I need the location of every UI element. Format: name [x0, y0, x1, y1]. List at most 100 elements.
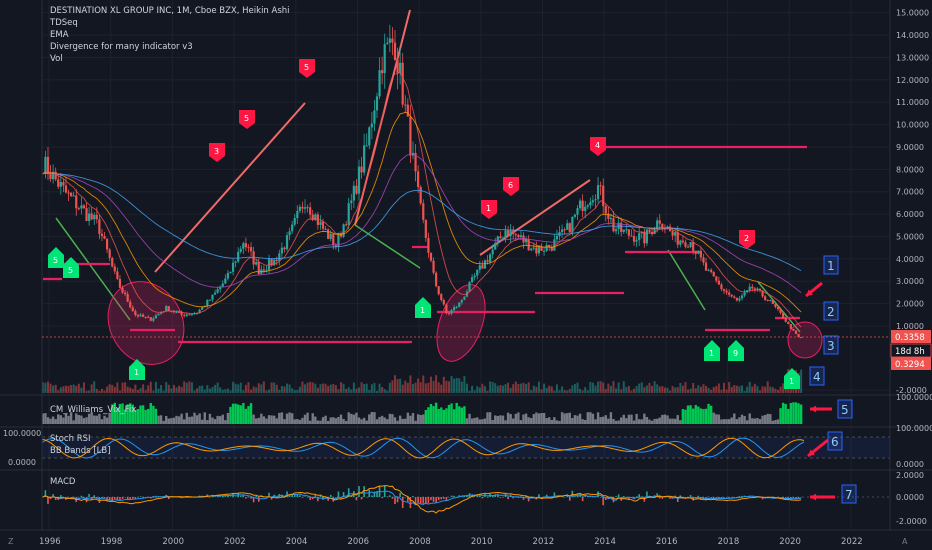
price-axis[interactable]: 15.0000 14.0000 13.0000 12.0000 11.0000 10.00… — [896, 9, 929, 395]
candle-body — [509, 230, 512, 236]
candle-body — [90, 213, 93, 220]
vix-bar — [465, 418, 469, 424]
vix-bar — [172, 417, 176, 424]
macd-histogram-bar — [473, 496, 476, 497]
volume-bar — [283, 386, 286, 393]
red-arrow-head — [808, 449, 815, 456]
vix-bar — [460, 407, 464, 424]
volume-bar — [627, 386, 630, 393]
candle-body — [697, 250, 700, 254]
candle-body — [352, 185, 355, 201]
vix-bar — [691, 408, 695, 424]
annotation-number: 2 — [827, 305, 835, 319]
vix-bar — [262, 416, 266, 424]
indicator-divergence[interactable]: Divergence for many indicator v3 — [50, 42, 193, 52]
volume-bar — [280, 385, 283, 393]
vix-bar — [584, 419, 587, 424]
marker-label: 1 — [789, 377, 794, 386]
candle-body — [648, 229, 651, 232]
vix-bar — [280, 412, 284, 424]
volume-bar — [519, 383, 522, 393]
vix-bar — [514, 413, 518, 424]
vix-bar — [594, 419, 597, 424]
macd-histogram-bar — [137, 497, 139, 498]
volume-bar — [383, 389, 386, 393]
volume-bar — [746, 386, 749, 393]
volume-bar — [352, 382, 355, 393]
vix-bar — [144, 409, 147, 424]
candle-body — [748, 286, 751, 291]
corner-right-label[interactable]: A — [902, 537, 908, 546]
volume-bar — [288, 384, 291, 393]
candle-body — [180, 311, 183, 315]
candle-body — [797, 333, 800, 338]
macd-histogram-bar — [584, 495, 587, 497]
volume-bar — [653, 381, 656, 393]
vix-bar — [208, 413, 212, 424]
vix-bar — [314, 416, 317, 424]
indicator-tdseq[interactable]: TDSeq — [49, 18, 78, 28]
candle-body — [717, 280, 720, 285]
macd-histogram-bar — [386, 496, 389, 497]
vix-bar — [293, 419, 296, 424]
corner-left-label[interactable]: Z — [8, 537, 14, 546]
candle-body — [77, 208, 80, 210]
support-line — [55, 217, 131, 321]
vix-bar — [365, 420, 368, 424]
williams-label[interactable]: CM_Williams_Vix_Fix — [50, 405, 136, 415]
time-axis[interactable]: 1996 1998 2000 2002 2004 2006 2008 2010 2012 2014… — [39, 537, 863, 547]
candle-body — [357, 166, 361, 194]
vix-bar — [141, 405, 145, 424]
volume-bar — [602, 382, 605, 393]
candle-body — [560, 229, 564, 233]
macd-histogram-bar — [83, 497, 85, 499]
vix-bar — [560, 412, 564, 424]
macd-histogram-bar — [422, 497, 425, 504]
macd-histogram-bar — [443, 497, 445, 499]
macd-histogram-bar — [520, 496, 522, 497]
macd-histogram-bar — [787, 497, 790, 498]
volume-bar — [712, 386, 715, 393]
ema-lines — [42, 71, 802, 328]
vix-bar — [781, 402, 785, 424]
volume-bar — [316, 387, 319, 393]
volume-bar — [147, 385, 150, 393]
candle-body — [159, 312, 163, 314]
candle-body — [396, 60, 399, 74]
volume-bar — [432, 380, 435, 393]
vix-bar — [445, 408, 448, 424]
macd-histogram-bar — [625, 496, 628, 498]
volume-bar — [334, 385, 337, 393]
indicator-vol[interactable]: Vol — [50, 54, 63, 64]
low-price-tag — [891, 357, 931, 370]
candle-body — [226, 272, 230, 279]
vix-bar — [229, 406, 232, 424]
volume-bar — [250, 389, 253, 393]
macd-histogram-bar — [481, 497, 484, 499]
candle-body — [129, 301, 132, 308]
time-tick-label: 2004 — [286, 537, 308, 547]
macd-histogram-bar — [142, 497, 144, 498]
macd-histogram-bar — [152, 495, 155, 497]
vix-bar — [694, 404, 697, 424]
macd-histogram-bar — [250, 497, 252, 499]
bbands-label[interactable]: BB Bands [LB] — [50, 446, 111, 456]
time-tick-label: 2020 — [779, 537, 801, 547]
price-tick-label: 4.0000 — [896, 255, 924, 264]
volume-bar — [162, 390, 165, 393]
candle-body — [499, 236, 502, 239]
macd-histogram-bar — [311, 497, 314, 500]
candle-body — [270, 259, 273, 266]
macd-label[interactable]: MACD — [50, 477, 76, 487]
volume-bar — [406, 382, 409, 393]
candle-body — [437, 286, 440, 295]
time-tick-label: 2022 — [841, 537, 863, 547]
macd-histogram-bar — [242, 494, 245, 497]
current-price-value: 0.3358 — [895, 333, 925, 343]
vix-bar — [180, 413, 183, 424]
indicator-ema[interactable]: EMA — [50, 30, 69, 40]
stoch-label[interactable]: Stoch RSI — [50, 434, 91, 444]
macd-histogram-bar — [57, 497, 60, 501]
candle-body — [519, 235, 523, 238]
